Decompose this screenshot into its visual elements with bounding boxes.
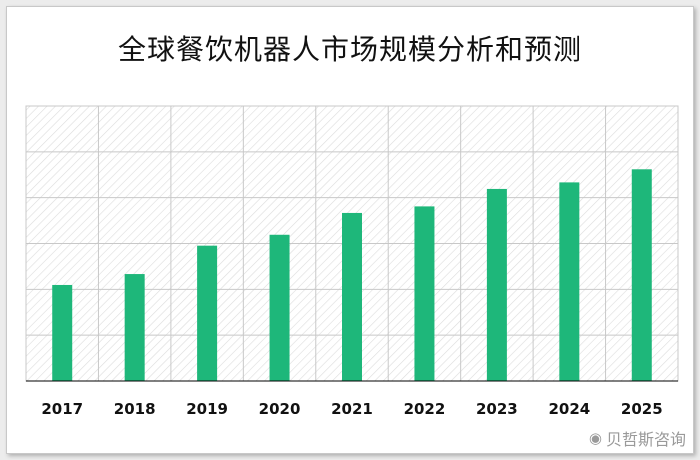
chart-title: 全球餐饮机器人市场规模分析和预测	[117, 33, 582, 66]
bar-2023	[486, 188, 507, 381]
x-axis-tick-labels: 2017 2018 2019 2020 2021 2022 2023 2024 2025	[41, 400, 662, 418]
bar-2025	[631, 169, 652, 381]
x-tick-label-2024: 2024	[548, 400, 590, 418]
x-tick-label-2021: 2021	[331, 400, 373, 418]
x-tick-label-2019: 2019	[186, 400, 228, 418]
bar-2018	[124, 274, 145, 381]
x-tick-label-2025: 2025	[621, 400, 663, 418]
bars	[52, 169, 652, 381]
bar-2019	[197, 245, 218, 381]
bar-2022	[414, 206, 435, 381]
bar-2020	[269, 234, 290, 381]
x-tick-label-2018: 2018	[114, 400, 156, 418]
x-tick-label-2022: 2022	[404, 400, 446, 418]
x-tick-label-2017: 2017	[41, 400, 83, 418]
watermark: ◉ 贝哲斯咨询	[589, 426, 686, 450]
x-tick-label-2023: 2023	[476, 400, 518, 418]
bar-2024	[559, 182, 580, 381]
watermark-text: 贝哲斯咨询	[605, 430, 686, 449]
weibo-icon: ◉	[588, 429, 602, 447]
x-tick-label-2020: 2020	[259, 400, 301, 418]
bar-2017	[52, 284, 73, 381]
bar-2021	[342, 212, 362, 381]
